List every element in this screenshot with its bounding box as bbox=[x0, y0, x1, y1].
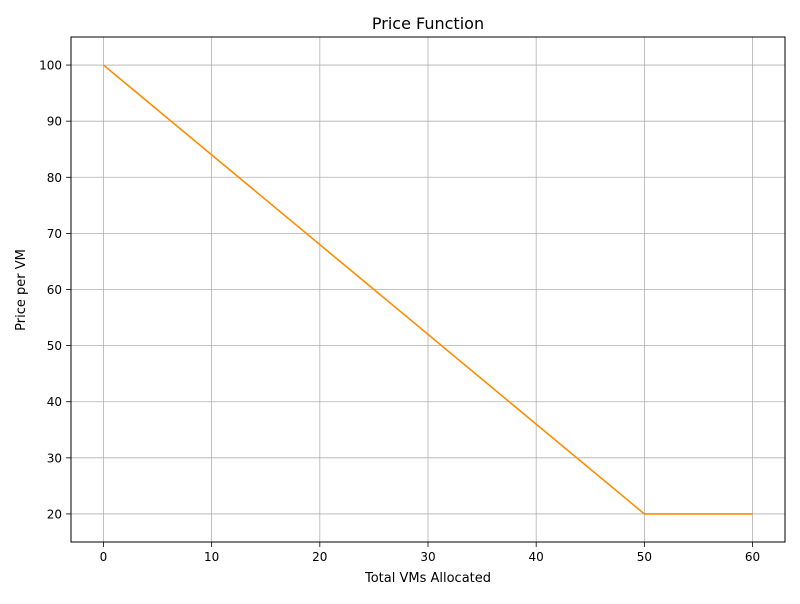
series-line-0 bbox=[102, 64, 753, 515]
x-tick-label-20: 20 bbox=[312, 550, 327, 564]
x-tick-label-60: 60 bbox=[745, 550, 760, 564]
y-tick-label-40: 40 bbox=[47, 395, 62, 409]
x-axis-label: Total VMs Allocated bbox=[364, 571, 491, 586]
x-tick-label-10: 10 bbox=[204, 550, 219, 564]
x-tick-label-0: 0 bbox=[100, 550, 108, 564]
x-tick-label-50: 50 bbox=[637, 550, 652, 564]
y-tick-label-80: 80 bbox=[47, 171, 62, 185]
y-tick-label-100: 100 bbox=[39, 59, 62, 73]
grid-lines bbox=[71, 37, 785, 542]
y-tick-label-30: 30 bbox=[47, 451, 62, 465]
y-tick-label-70: 70 bbox=[47, 227, 62, 241]
series-layer bbox=[102, 64, 753, 515]
y-tick-label-50: 50 bbox=[47, 339, 62, 353]
y-tick-label-20: 20 bbox=[47, 507, 62, 521]
y-tick-label-90: 90 bbox=[47, 115, 62, 129]
x-tick-label-40: 40 bbox=[529, 550, 544, 564]
y-axis-label: Price per VM bbox=[14, 249, 29, 331]
chart-title: Price Function bbox=[372, 14, 484, 33]
axis-ticks: 0 10 20 30 40 50 60 20 30 40 50 60 70 80 90 100 bbox=[39, 59, 760, 564]
y-tick-label-60: 60 bbox=[47, 283, 62, 297]
x-tick-label-30: 30 bbox=[420, 550, 435, 564]
